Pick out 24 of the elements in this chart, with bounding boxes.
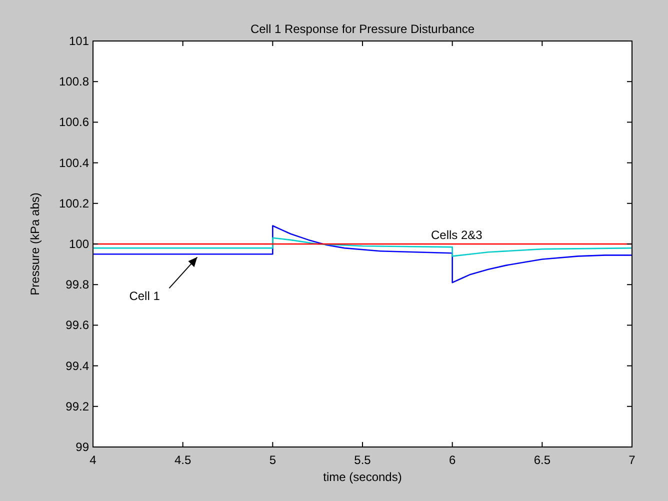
y-tick-label: 99.2 (66, 399, 90, 414)
y-tick-label: 100.6 (58, 115, 90, 130)
y-tick-label: 99.4 (66, 358, 90, 373)
y-tick-label: 100.4 (58, 156, 90, 170)
y-tick-label: 99.8 (66, 278, 90, 292)
chart-title: Cell 1 Response for Pressure Disturbance (250, 22, 475, 36)
y-tick-label: 99.6 (66, 318, 90, 332)
x-tick-label: 5.5 (354, 453, 372, 467)
annotation: Cells 2&3 (431, 228, 483, 242)
y-tick-label: 101 (68, 34, 90, 48)
y-tick-label: 100.2 (58, 196, 90, 210)
x-tick-label: 7 (628, 453, 636, 467)
x-axis-title: time (seconds) (323, 470, 402, 484)
x-tick-label: 5 (269, 453, 276, 467)
y-tick-label: 100.8 (58, 74, 90, 89)
x-tick-label: 4 (90, 453, 97, 467)
x-tick-label: 4.5 (174, 453, 192, 467)
y-tick-label: 99 (76, 440, 90, 454)
y-axis-title: Pressure (kPa abs) (28, 192, 42, 296)
x-tick-label: 6 (448, 453, 456, 467)
annotation: Cell 1 (129, 289, 160, 304)
line-series (93, 225, 632, 284)
y-tick-label: 100 (68, 237, 90, 251)
x-tick-label: 6.5 (534, 453, 551, 467)
